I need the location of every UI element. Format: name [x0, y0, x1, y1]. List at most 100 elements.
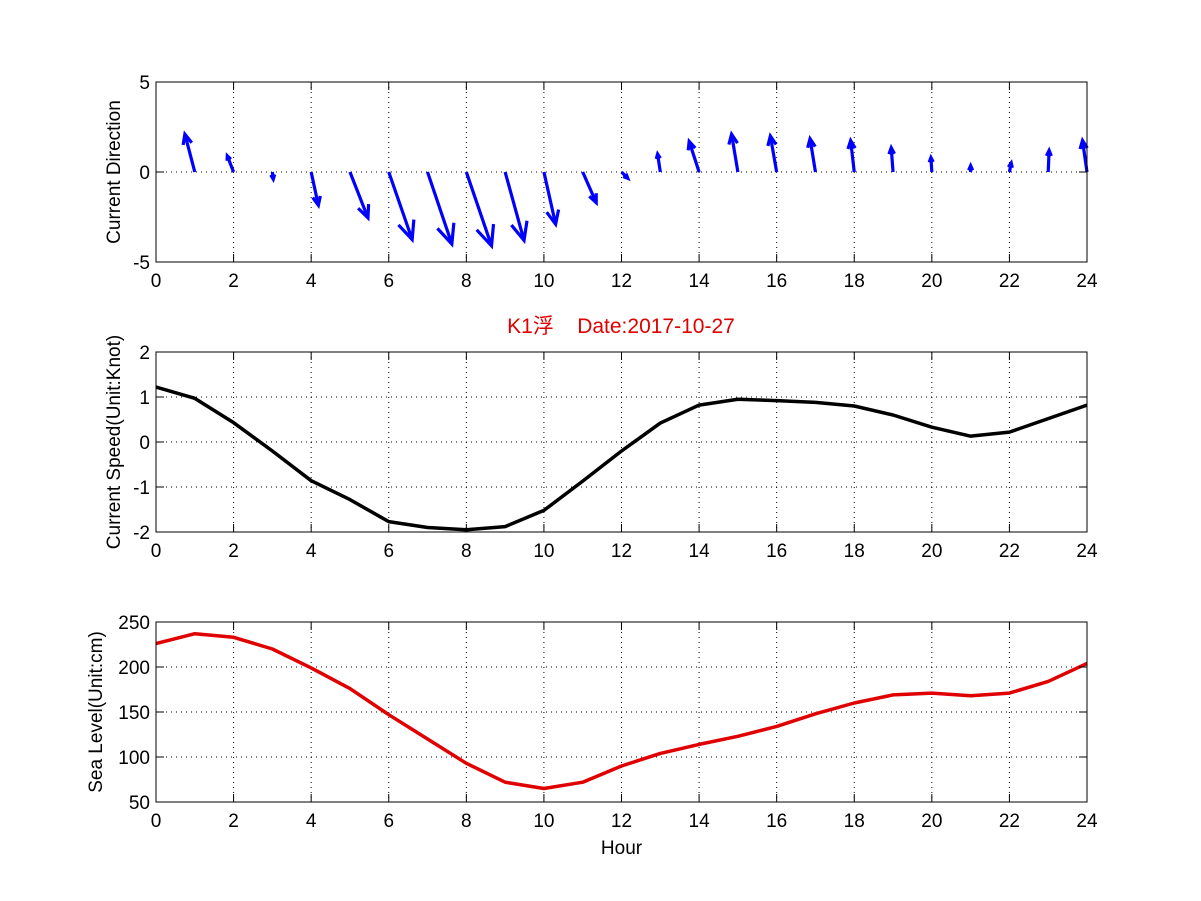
arrow-shaft — [808, 138, 818, 173]
y-tick-label: 150 — [118, 703, 150, 724]
arrow-shaft — [581, 171, 598, 204]
x-axis-label: Hour — [601, 838, 643, 859]
y-tick-label: 1 — [139, 388, 150, 409]
x-tick-label: 20 — [921, 271, 942, 292]
y-tick-label: 50 — [129, 793, 150, 814]
current-arrow — [846, 136, 857, 173]
current-arrow — [225, 152, 236, 173]
arrow-head — [887, 143, 896, 155]
x-tick-label: 18 — [844, 811, 865, 832]
y-axis-label: Current Direction — [104, 100, 125, 244]
arrow-head — [436, 222, 456, 248]
x-tick-label: 12 — [611, 271, 632, 292]
x-tick-label: 6 — [383, 811, 394, 832]
arrow-head — [806, 134, 817, 149]
arrow-shaft — [183, 133, 197, 173]
arrow-head — [311, 195, 322, 210]
current-arrow — [806, 134, 818, 173]
current-arrow — [269, 171, 277, 184]
y-tick-label: 100 — [118, 748, 150, 769]
current-arrow — [348, 171, 371, 222]
x-tick-label: 10 — [533, 271, 554, 292]
x-tick-label: 16 — [766, 811, 787, 832]
x-tick-label: 20 — [921, 541, 942, 562]
x-tick-label: 14 — [689, 271, 711, 292]
arrow-head — [510, 220, 529, 245]
arrow-shaft — [503, 171, 526, 241]
y-tick-label: 0 — [139, 433, 150, 454]
x-tick-label: 22 — [999, 811, 1020, 832]
arrow-shaft — [387, 171, 414, 241]
x-tick-label: 8 — [461, 271, 472, 292]
arrow-shaft — [889, 147, 895, 173]
arrow-shaft — [464, 171, 494, 247]
current-arrow — [620, 170, 631, 182]
arrow-head — [397, 219, 416, 244]
sea-level-line — [155, 631, 1088, 791]
arrow-head — [686, 137, 697, 151]
current-arrow — [686, 137, 701, 173]
x-tick-label: 2 — [228, 811, 239, 832]
arrow-head — [766, 132, 778, 147]
x-tick-label: 8 — [461, 811, 472, 832]
current-arrow — [727, 130, 740, 173]
current-arrow — [766, 132, 779, 173]
arrow-head — [654, 150, 662, 160]
arrow-head — [1044, 146, 1053, 157]
chart-title: K1浮 Date:2017-10-27 — [507, 315, 735, 338]
arrow-head — [846, 136, 857, 150]
current-arrow — [1044, 146, 1053, 173]
y-tick-label: 250 — [118, 613, 150, 634]
y-tick-label: -2 — [133, 523, 150, 544]
y-axis-label: Sea Level(Unit:cm) — [86, 631, 107, 793]
arrow-head — [269, 173, 277, 184]
arrow-shaft — [426, 171, 454, 245]
x-tick-label: 6 — [383, 541, 394, 562]
x-tick-label: 24 — [1076, 811, 1098, 832]
current-arrow — [542, 171, 561, 229]
x-tick-label: 16 — [766, 541, 787, 562]
y-tick-label: -5 — [133, 253, 150, 274]
x-tick-label: 24 — [1076, 541, 1098, 562]
y-tick-label: 5 — [139, 73, 150, 94]
x-tick-label: 6 — [383, 271, 394, 292]
arrow-head — [181, 130, 193, 146]
x-tick-label: 14 — [689, 811, 711, 832]
current-arrow — [426, 171, 456, 248]
y-axis-label: Current Speed(Unit:Knot) — [104, 335, 125, 549]
x-tick-label: 10 — [533, 811, 554, 832]
arrow-head — [225, 152, 232, 161]
current-speed-line — [155, 385, 1088, 532]
x-tick-label: 18 — [844, 271, 865, 292]
current-arrow — [581, 171, 598, 207]
arrow-head — [622, 173, 631, 182]
x-tick-label: 0 — [151, 271, 162, 292]
current-arrow — [654, 150, 662, 173]
x-tick-label: 12 — [611, 811, 632, 832]
current-arrow — [927, 153, 935, 173]
current-arrow — [1078, 136, 1089, 173]
current-arrow — [503, 171, 529, 245]
x-tick-label: 8 — [461, 541, 472, 562]
arrow-shaft — [309, 171, 320, 206]
x-tick-label: 0 — [151, 811, 162, 832]
y-tick-label: 200 — [118, 658, 150, 679]
x-tick-label: 16 — [766, 271, 787, 292]
arrow-shaft — [1080, 140, 1089, 173]
arrow-head — [545, 209, 561, 229]
current-arrow — [967, 161, 975, 172]
arrow-shaft — [687, 140, 701, 173]
arrow-head — [967, 161, 975, 171]
y-tick-label: 0 — [139, 163, 150, 184]
x-tick-label: 12 — [611, 541, 632, 562]
x-tick-label: 18 — [844, 541, 865, 562]
arrow-head — [1007, 159, 1014, 169]
arrow-head — [1078, 136, 1089, 150]
arrow-shaft — [348, 171, 370, 219]
arrow-head — [727, 130, 739, 145]
arrow-shaft — [849, 140, 856, 173]
arrow-shaft — [729, 133, 740, 173]
arrow-head — [475, 223, 496, 250]
